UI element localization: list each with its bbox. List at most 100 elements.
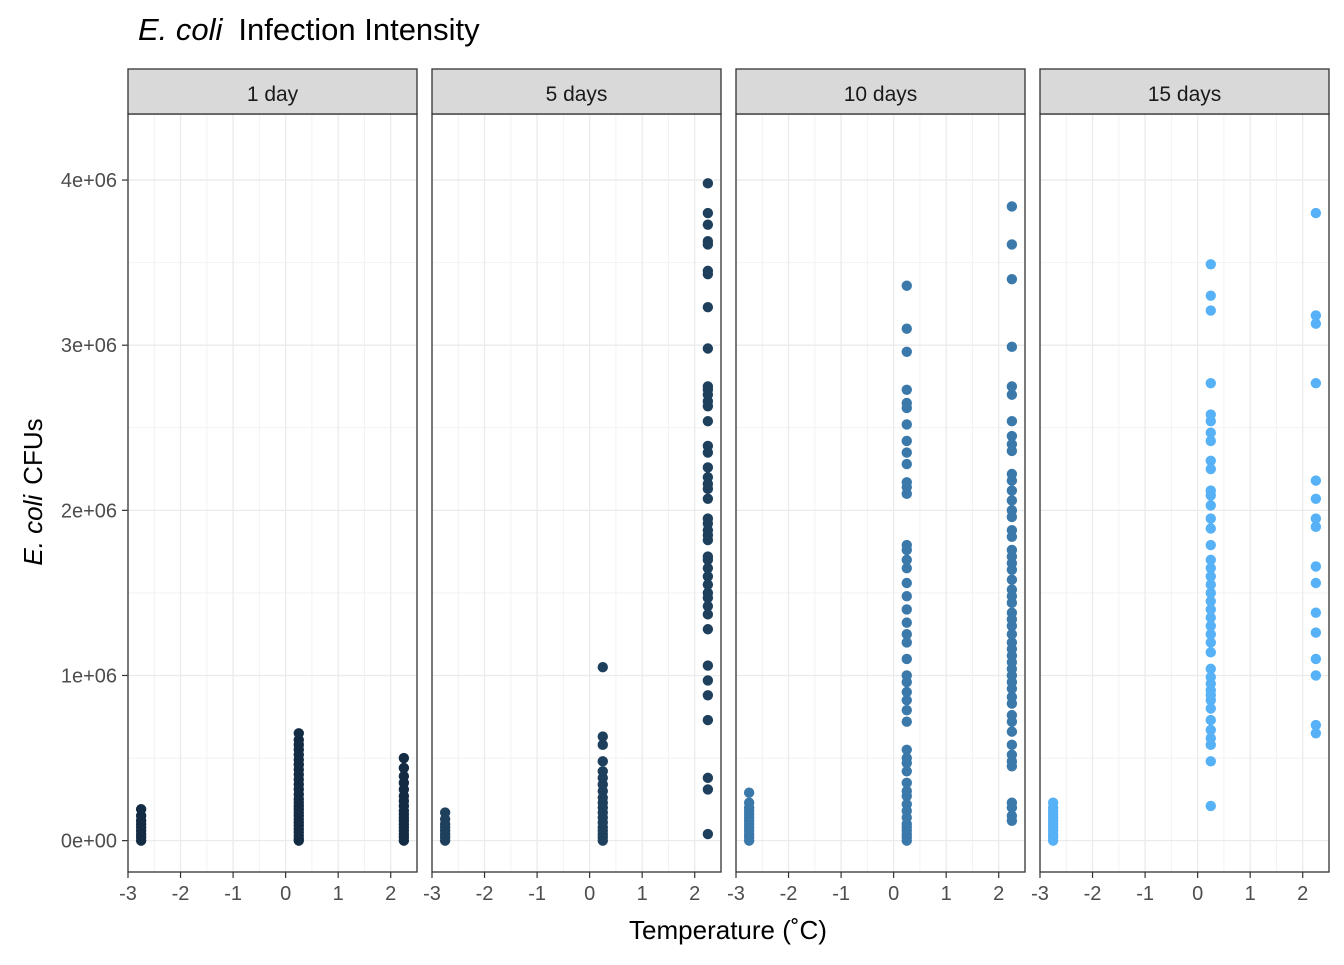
data-point (1310, 493, 1322, 504)
data-point (1006, 381, 1018, 392)
data-point (901, 744, 912, 755)
data-point (1205, 756, 1216, 767)
data-point (439, 807, 451, 818)
data-point (1205, 703, 1216, 714)
facet-strip-label: 15 days (1148, 83, 1222, 106)
x-tick-label: -1 (1136, 883, 1154, 905)
y-tick-label: 4e+06 (61, 170, 117, 192)
data-point (1006, 273, 1018, 285)
chart-title: E. coli Infection Intensity (138, 12, 480, 47)
data-point (901, 346, 912, 358)
y-tick-label: 2e+06 (61, 500, 117, 522)
x-tick-label: -1 (528, 883, 546, 905)
x-tick-label: -1 (224, 883, 242, 905)
data-point (1006, 201, 1018, 212)
data-point (702, 551, 714, 562)
facet-strip-label: 5 days (546, 83, 608, 106)
data-point (702, 624, 714, 635)
data-point (1205, 714, 1216, 726)
x-tick-label: 2 (1297, 883, 1308, 905)
data-point (1006, 637, 1018, 648)
data-point (398, 762, 410, 774)
data-point (702, 714, 714, 726)
data-point (901, 591, 912, 602)
data-point (1310, 577, 1322, 589)
data-point (901, 670, 912, 681)
data-point (1310, 561, 1322, 572)
data-point (702, 784, 714, 795)
data-point (901, 752, 912, 764)
data-point (702, 772, 714, 784)
data-point (743, 787, 755, 798)
x-tick-label: -3 (119, 883, 137, 905)
data-point (597, 662, 608, 673)
data-point (398, 771, 410, 782)
data-point (1310, 670, 1322, 681)
data-point (1205, 539, 1216, 551)
x-tick-label: -3 (1031, 883, 1049, 905)
data-point (1205, 637, 1216, 648)
x-tick-label: 0 (584, 883, 595, 905)
panel-background (736, 114, 1025, 872)
data-point (1006, 439, 1018, 450)
data-point (1006, 544, 1018, 556)
data-point (1205, 612, 1216, 623)
data-point (901, 458, 912, 470)
y-tick-label: 3e+06 (61, 335, 117, 357)
data-point (1205, 562, 1216, 574)
data-point (1310, 475, 1322, 486)
panel-background (128, 114, 417, 872)
data-point (702, 828, 714, 840)
facet-strip (735, 68, 1026, 115)
data-point (702, 660, 714, 671)
data-point (901, 554, 912, 566)
data-point (1006, 691, 1018, 703)
x-tick-label: 2 (689, 883, 700, 905)
data-point (702, 579, 714, 590)
data-point (702, 462, 714, 473)
data-point (1006, 628, 1018, 640)
data-point (1205, 463, 1216, 475)
data-point (901, 435, 912, 447)
panels: 1 day -3 -2 -1 0 1 2 5 days -3 -2 -1 0 1 2 10 days -3 -2… (119, 68, 1330, 905)
x-tick-label: -2 (476, 883, 494, 905)
data-point (702, 513, 714, 524)
x-tick-label: -1 (832, 883, 850, 905)
data-point (1205, 523, 1216, 534)
data-point (702, 440, 714, 452)
data-point (1310, 719, 1322, 731)
facet-strip-label: 1 day (247, 83, 299, 106)
data-point (1006, 584, 1018, 595)
data-point (901, 686, 912, 698)
data-point (901, 562, 912, 574)
data-point (901, 704, 912, 716)
data-point (1006, 495, 1018, 506)
data-point (1006, 607, 1018, 618)
data-point (1205, 409, 1216, 420)
data-point (702, 219, 714, 230)
data-point (901, 799, 912, 810)
data-point (702, 571, 714, 582)
data-point (1310, 318, 1322, 329)
facet-strip-label: 10 days (844, 83, 918, 106)
data-point (702, 690, 714, 701)
data-point (901, 539, 912, 551)
data-point (743, 797, 755, 808)
data-point (597, 766, 608, 777)
data-point (1006, 739, 1018, 751)
data-point (597, 756, 608, 767)
data-point (901, 447, 912, 458)
data-point (901, 604, 912, 615)
x-tick-label: -2 (172, 883, 190, 905)
data-point (702, 587, 714, 599)
data-point (1205, 663, 1216, 675)
data-point (1310, 627, 1322, 638)
data-point (1006, 726, 1018, 737)
data-point (293, 728, 304, 739)
data-point (901, 477, 912, 488)
data-point (1205, 500, 1216, 511)
data-point (1310, 207, 1322, 219)
data-point (1205, 427, 1216, 438)
